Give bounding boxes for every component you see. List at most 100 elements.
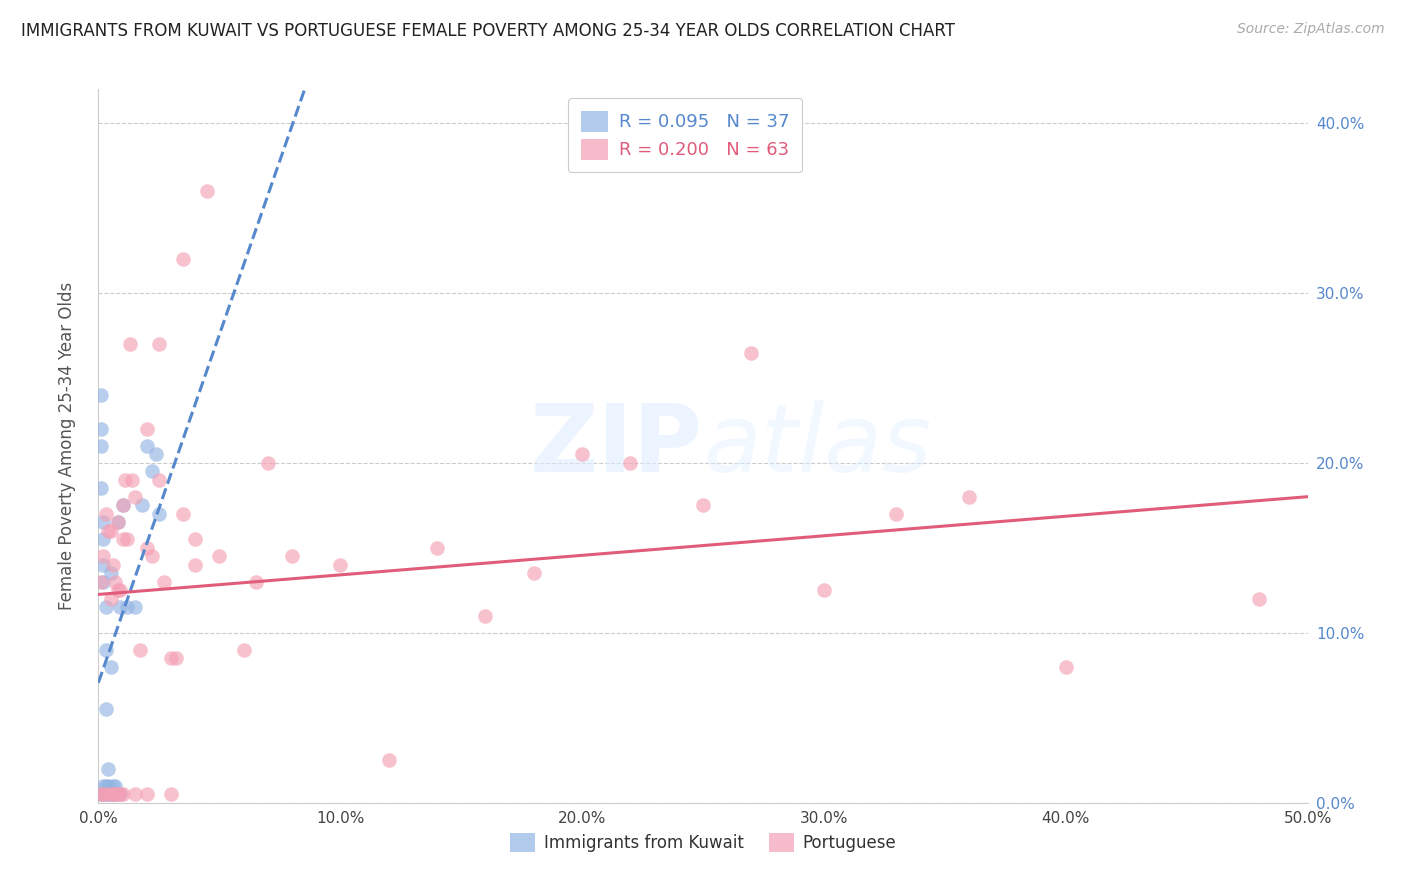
Legend: Immigrants from Kuwait, Portuguese: Immigrants from Kuwait, Portuguese (503, 826, 903, 859)
Point (91, 533, 114, 547)
Point (957, 490, 980, 504)
Point (128, 643, 150, 657)
Point (232, 643, 254, 657)
Point (107, 516, 129, 530)
Point (111, 533, 134, 547)
Point (1249, 591, 1271, 606)
Point (124, 490, 146, 504)
Point (148, 507, 170, 521)
Point (135, 787, 157, 801)
Point (101, 558, 124, 572)
Point (111, 499, 134, 513)
Point (108, 787, 131, 801)
Point (141, 549, 163, 564)
Point (160, 651, 183, 665)
Point (104, 574, 127, 589)
Point (91, 558, 114, 572)
Text: atlas: atlas (703, 401, 931, 491)
Point (111, 787, 134, 801)
Text: Source: ZipAtlas.com: Source: ZipAtlas.com (1237, 22, 1385, 37)
Point (692, 499, 714, 513)
Point (111, 499, 134, 513)
Point (94, 779, 117, 793)
Point (165, 651, 187, 665)
Point (107, 516, 129, 530)
Point (195, 184, 218, 198)
Point (90, 482, 112, 496)
Point (90, 787, 112, 801)
Point (100, 591, 122, 606)
Point (135, 541, 157, 555)
Point (118, 337, 141, 351)
Point (91, 549, 114, 564)
Point (152, 574, 174, 589)
Point (426, 541, 449, 555)
Point (91, 787, 114, 801)
Point (91, 516, 114, 530)
Point (148, 337, 170, 351)
Point (184, 558, 207, 572)
Point (571, 448, 593, 462)
Point (256, 456, 278, 470)
Point (100, 787, 122, 801)
Point (90, 439, 112, 453)
Point (107, 583, 129, 598)
Point (886, 507, 908, 521)
Point (91, 787, 114, 801)
Point (135, 422, 157, 436)
Point (104, 779, 127, 793)
Point (141, 465, 163, 479)
Point (135, 439, 157, 453)
Point (101, 779, 124, 793)
Point (131, 499, 153, 513)
Point (104, 787, 127, 801)
Point (145, 448, 167, 462)
Point (97, 787, 120, 801)
Point (740, 345, 762, 359)
Point (108, 583, 131, 598)
Text: IMMIGRANTS FROM KUWAIT VS PORTUGUESE FEMALE POVERTY AMONG 25-34 YEAR OLDS CORREL: IMMIGRANTS FROM KUWAIT VS PORTUGUESE FEM… (21, 22, 955, 40)
Point (172, 252, 194, 266)
Point (90, 787, 112, 801)
Point (124, 600, 146, 615)
Point (94, 702, 117, 716)
Point (97, 524, 120, 538)
Point (107, 787, 129, 801)
Point (1054, 660, 1077, 674)
Point (329, 558, 352, 572)
Point (117, 600, 139, 615)
Point (474, 608, 496, 623)
Point (97, 762, 120, 776)
Point (114, 473, 136, 487)
Point (208, 549, 231, 564)
Point (619, 456, 641, 470)
Point (108, 600, 131, 615)
Point (117, 533, 139, 547)
Point (90, 422, 112, 436)
Point (813, 583, 835, 598)
Point (94, 787, 117, 801)
Y-axis label: Female Poverty Among 25-34 Year Olds: Female Poverty Among 25-34 Year Olds (58, 282, 76, 610)
Point (281, 549, 304, 564)
Point (91, 574, 114, 589)
Point (94, 507, 117, 521)
Point (523, 566, 546, 581)
Point (90, 388, 112, 402)
Point (90, 574, 112, 589)
Point (100, 524, 122, 538)
Point (160, 787, 183, 801)
Point (100, 566, 122, 581)
Text: ZIP: ZIP (530, 400, 703, 492)
Point (148, 473, 170, 487)
Point (124, 787, 146, 801)
Point (91, 779, 114, 793)
Point (94, 600, 117, 615)
Point (104, 787, 127, 801)
Point (101, 787, 124, 801)
Point (245, 574, 267, 589)
Point (94, 643, 117, 657)
Point (100, 660, 122, 674)
Point (184, 533, 207, 547)
Point (94, 787, 117, 801)
Point (377, 753, 399, 767)
